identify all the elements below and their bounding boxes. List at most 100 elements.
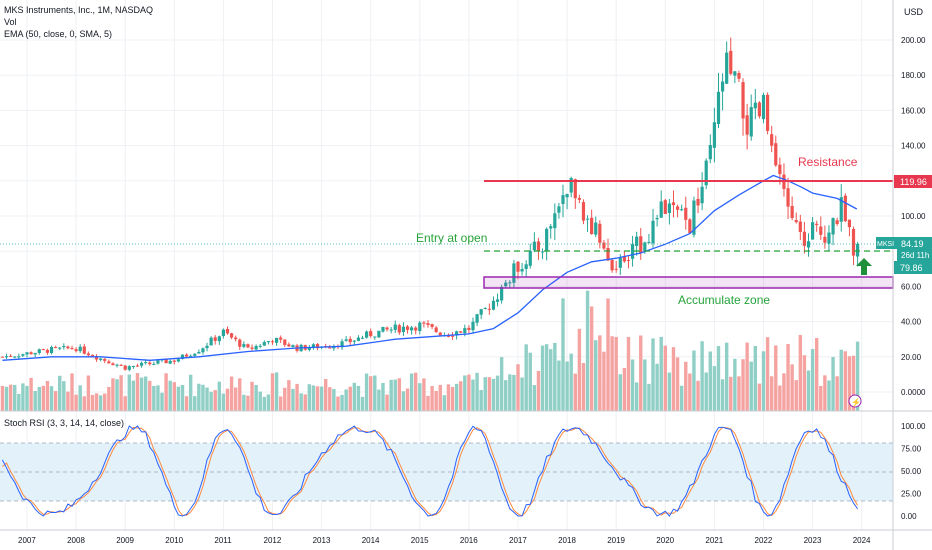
candle-body <box>287 344 291 347</box>
volume-bar <box>274 372 279 411</box>
volume-bar <box>82 396 86 411</box>
candle-body <box>512 263 516 283</box>
candle-body <box>733 71 737 76</box>
candle-body <box>585 218 590 220</box>
volume-bar <box>663 345 667 411</box>
candle-body <box>581 202 586 221</box>
ema-legend[interactable]: EMA (50, close, 0, SMA, 5) <box>4 29 113 39</box>
candle-body <box>765 94 770 131</box>
candle-body <box>274 337 279 343</box>
candle-body <box>712 122 716 148</box>
volume-bar <box>328 387 332 411</box>
year-tick-label: 2014 <box>362 536 380 545</box>
year-tick-label: 2011 <box>214 536 232 545</box>
volume-legend[interactable]: Vol <box>4 17 17 27</box>
ticker-badge[interactable] <box>876 237 897 249</box>
volume-bar <box>741 359 745 411</box>
candle-body <box>426 323 430 325</box>
candle-body <box>471 321 475 331</box>
candle-body <box>643 242 647 252</box>
volume-bar <box>671 347 676 411</box>
volume-bar <box>688 373 692 411</box>
candle-body <box>504 282 508 287</box>
volume-bar <box>66 391 70 411</box>
candle-body <box>577 197 581 200</box>
candle-body <box>663 200 667 214</box>
volume-bar <box>819 385 823 411</box>
volume-bar <box>299 393 303 411</box>
volume-bar <box>618 374 622 411</box>
candle-body <box>434 327 438 333</box>
candle-body <box>630 244 635 259</box>
stoch-legend-text[interactable]: Stoch RSI (3, 3, 14, 14, close) <box>4 418 125 428</box>
volume-bar <box>724 342 729 411</box>
volume-bar <box>733 358 737 411</box>
volume-bar <box>315 386 320 411</box>
candle-body <box>770 134 774 146</box>
volume-bar <box>295 383 299 411</box>
volume-bar <box>291 388 295 411</box>
volume-bar <box>712 366 717 411</box>
volume-bar <box>450 386 455 411</box>
candle-body <box>270 341 275 343</box>
stoch-tick-label: 100.00 <box>901 422 926 431</box>
candle-body <box>291 345 295 348</box>
candle-body <box>422 322 426 324</box>
resistance-price-text: 119.96 <box>900 177 927 187</box>
volume-bar <box>344 389 348 411</box>
candle-body <box>279 337 283 340</box>
year-tick-label: 2015 <box>411 536 429 545</box>
candle-body <box>135 365 140 367</box>
year-tick-label: 2024 <box>853 536 871 545</box>
price-tick-label: 20.00 <box>901 353 922 362</box>
candle-body <box>29 352 33 355</box>
year-tick-label: 2020 <box>656 536 674 545</box>
entry-label: Entry at open <box>416 231 487 245</box>
candle-body <box>786 188 790 207</box>
candle-body <box>491 300 496 310</box>
volume-bar <box>238 378 242 411</box>
candle-body <box>103 358 107 361</box>
candle-body <box>720 81 725 92</box>
stoch-tick-label: 0.00 <box>901 512 917 521</box>
volume-bar <box>319 386 324 411</box>
main-legend: MKS Instruments, Inc., 1M, NASDAQ Vol EM… <box>4 4 153 40</box>
volume-bar <box>385 394 389 411</box>
candle-body <box>561 195 565 205</box>
symbol-title[interactable]: MKS Instruments, Inc., 1M, NASDAQ <box>4 5 154 15</box>
time-axis: 2007 2008 2009 2010 2011 2012 2013 2014 2015 2016… <box>18 536 871 545</box>
volume-bar <box>549 349 553 411</box>
candle-body <box>139 362 144 366</box>
volume-bar <box>45 380 50 411</box>
price-tick-label: 160.00 <box>901 106 926 115</box>
candle-body <box>626 260 631 262</box>
volume-bar <box>814 338 819 411</box>
volume-bar <box>262 396 267 411</box>
candle-body <box>17 356 21 358</box>
volume-bar <box>855 341 860 411</box>
accumulate-label: Accumulate zone <box>678 293 770 307</box>
candle-body <box>573 179 577 199</box>
candle-body <box>168 360 172 364</box>
volume-bar <box>692 350 696 411</box>
candle-body <box>487 308 491 310</box>
candle-body <box>827 232 831 244</box>
lightning-button[interactable] <box>848 394 862 408</box>
candle-body <box>74 349 78 352</box>
volume-bar <box>221 393 226 411</box>
volume-bar <box>242 394 246 411</box>
candle-body <box>446 335 451 337</box>
volume-bar <box>786 343 790 411</box>
stoch-axis: 100.00 75.00 50.00 25.00 0.00 <box>901 422 926 521</box>
volume-bar <box>414 372 418 411</box>
volume-bar <box>225 388 230 411</box>
accumulate-zone-box <box>483 276 894 289</box>
candle-body <box>311 344 316 348</box>
volume-bar <box>17 393 21 411</box>
candle-body <box>459 331 463 333</box>
candle-body <box>234 337 238 340</box>
currency-label: USD <box>904 7 924 17</box>
candle-body <box>598 223 602 243</box>
candle-body <box>405 326 410 330</box>
